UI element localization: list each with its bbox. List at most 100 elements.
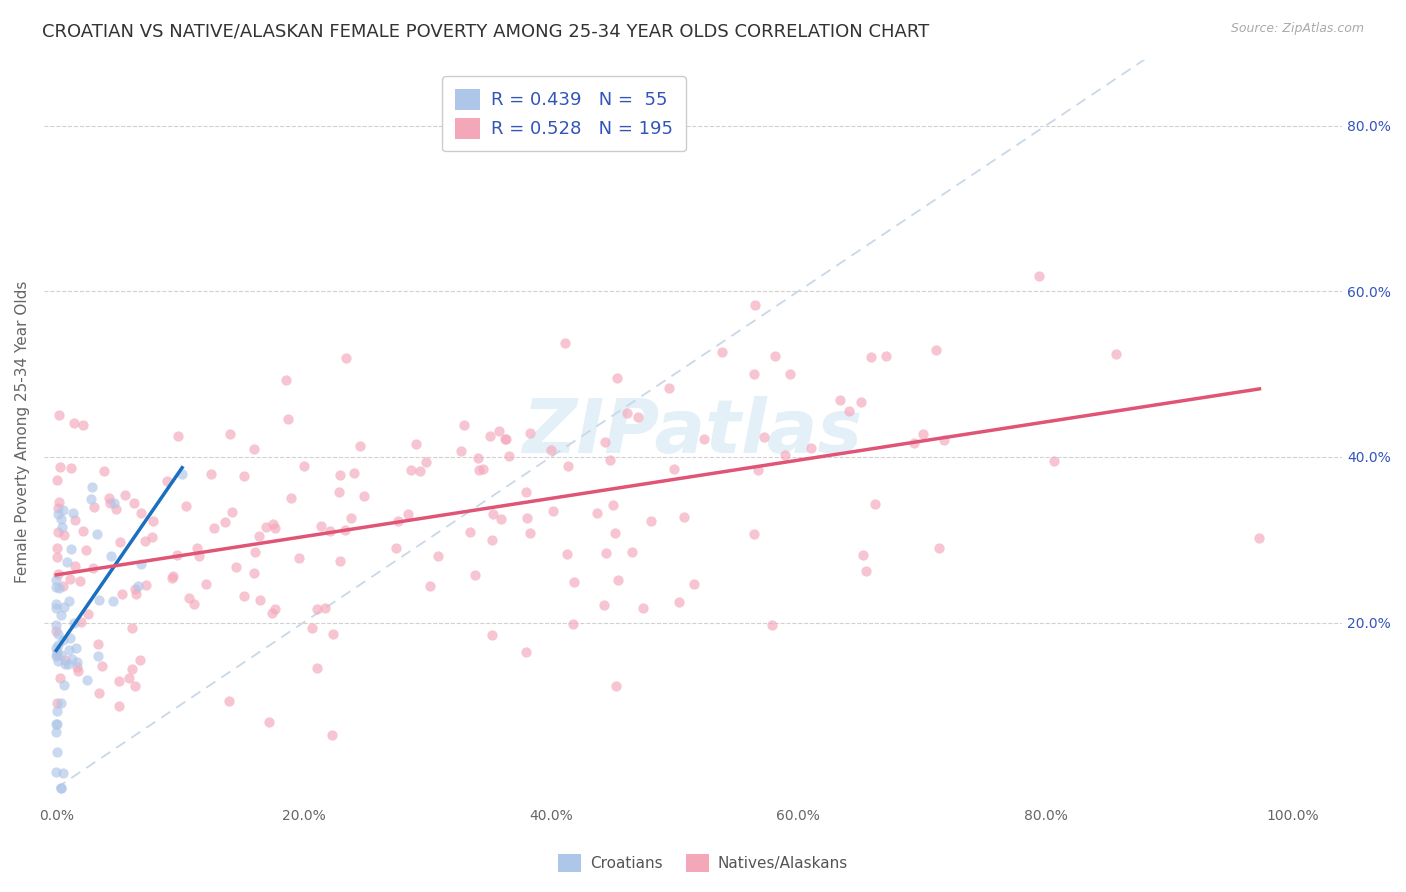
Point: [62, 416, 84, 430]
Point: [515, 644, 537, 658]
Point: [516, 511, 538, 525]
Point: [396, 507, 419, 521]
Point: [482, 507, 505, 521]
Point: [100, 549, 122, 564]
Point: [46, 645, 69, 659]
Point: [63, 558, 86, 573]
Point: [277, 411, 299, 425]
Point: [519, 526, 541, 541]
Point: [87, 649, 110, 664]
Point: [627, 409, 650, 424]
Point: [515, 484, 537, 499]
Point: [62, 616, 84, 631]
Point: [59, 631, 82, 645]
Point: [53, 657, 76, 671]
Point: [464, 567, 486, 582]
Point: [72, 524, 94, 538]
Point: [232, 589, 254, 603]
Point: [489, 512, 512, 526]
Point: [494, 432, 516, 446]
Legend: Croatians, Natives/Alaskans: Croatians, Natives/Alaskans: [553, 847, 853, 879]
Point: [744, 298, 766, 312]
Point: [631, 601, 654, 615]
Point: [45, 550, 67, 565]
Point: [45, 541, 67, 555]
Point: [60, 541, 83, 556]
Point: [49, 460, 72, 475]
Point: [108, 698, 131, 713]
Point: [129, 557, 152, 571]
Point: [314, 601, 336, 615]
Point: [519, 426, 541, 441]
Point: [141, 530, 163, 544]
Point: [76, 607, 98, 621]
Point: [309, 519, 332, 533]
Point: [481, 628, 503, 642]
Point: [45, 717, 67, 731]
Point: [52, 765, 75, 780]
Text: Source: ZipAtlas.com: Source: ZipAtlas.com: [1230, 22, 1364, 36]
Point: [912, 426, 935, 441]
Point: [194, 577, 217, 591]
Point: [62, 506, 84, 520]
Point: [742, 526, 765, 541]
Point: [218, 694, 240, 708]
Point: [128, 653, 150, 667]
Point: [329, 468, 352, 483]
Point: [45, 473, 67, 487]
Point: [319, 524, 342, 539]
Point: [761, 617, 783, 632]
Point: [640, 514, 662, 528]
Point: [46, 626, 69, 640]
Point: [257, 715, 280, 730]
Point: [69, 615, 91, 629]
Point: [460, 524, 482, 539]
Point: [328, 485, 350, 500]
Point: [49, 607, 72, 622]
Point: [97, 491, 120, 505]
Point: [53, 678, 76, 692]
Point: [45, 717, 67, 731]
Point: [46, 639, 69, 653]
Point: [45, 617, 67, 632]
Point: [66, 660, 89, 674]
Point: [86, 526, 108, 541]
Point: [453, 417, 475, 432]
Point: [121, 622, 143, 636]
Point: [46, 704, 69, 718]
Point: [160, 571, 183, 585]
Point: [46, 648, 69, 662]
Point: [108, 535, 131, 549]
Point: [129, 506, 152, 520]
Point: [45, 624, 67, 638]
Point: [262, 517, 284, 532]
Point: [98, 495, 121, 509]
Point: [387, 514, 409, 528]
Point: [45, 649, 67, 664]
Point: [45, 580, 67, 594]
Point: [124, 582, 146, 596]
Point: [75, 543, 97, 558]
Point: [682, 577, 704, 591]
Point: [1028, 268, 1050, 283]
Point: [752, 430, 775, 444]
Point: [127, 579, 149, 593]
Point: [183, 597, 205, 611]
Point: [593, 434, 616, 449]
Point: [142, 514, 165, 528]
Point: [249, 592, 271, 607]
Point: [301, 621, 323, 635]
Point: [121, 662, 143, 676]
Point: [107, 673, 129, 688]
Point: [540, 443, 562, 458]
Point: [46, 508, 69, 522]
Point: [49, 780, 72, 795]
Point: [76, 673, 98, 688]
Point: [200, 467, 222, 481]
Point: [800, 441, 823, 455]
Point: [779, 368, 801, 382]
Point: [51, 512, 73, 526]
Point: [605, 678, 627, 692]
Point: [928, 541, 950, 556]
Point: [118, 671, 141, 685]
